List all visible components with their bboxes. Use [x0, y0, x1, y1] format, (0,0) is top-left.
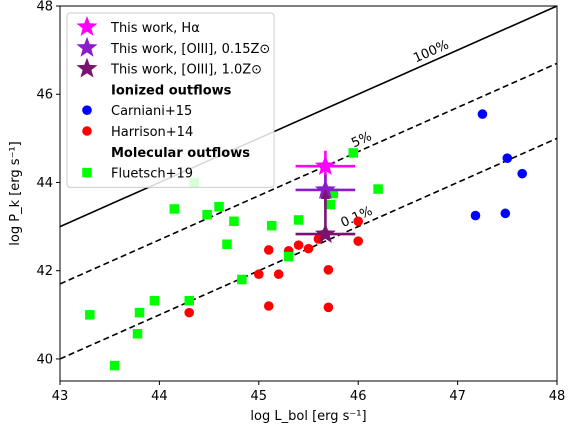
fluetsch-19-point: [283, 251, 294, 262]
y-tick-label: 48: [36, 0, 53, 15]
harrison-14-point: [353, 236, 364, 246]
y-tick-label: 42: [36, 264, 53, 279]
legend-marker-this-work-oiii-1-0z: [76, 57, 98, 78]
x-tick-label: 47: [449, 389, 466, 404]
carniani-15-point: [470, 210, 481, 221]
fluetsch-19-point: [373, 184, 383, 194]
harrison-14-point: [263, 301, 274, 311]
legend-heading: Ionized outflows: [111, 83, 232, 98]
harrison-14-point: [184, 307, 195, 318]
reference-line-label-5: 5%: [349, 129, 374, 151]
x-axis-ticks: 43 44 45 46 47 48: [52, 381, 566, 404]
fluetsch-19-point: [184, 295, 194, 306]
harrison-14-point: [253, 269, 264, 280]
y-axis-label: log P_k [erg s⁻¹]: [8, 141, 23, 245]
fluetsch-19-point: [169, 204, 180, 214]
x-axis-label: log L_bol [erg s⁻¹]: [250, 409, 366, 424]
legend: This work, Hα This work, [OIII], 0.15Z⊙ Th…: [66, 12, 275, 188]
fluetsch-19-point: [266, 220, 277, 231]
x-tick-label: 43: [52, 389, 69, 404]
fluetsch-19-point: [293, 215, 304, 225]
legend-label-fluetsch-19: Fluetsch+19: [111, 167, 193, 182]
legend-marker-harrison-14: [82, 126, 92, 136]
fluetsch-19-point: [348, 148, 358, 158]
this-work-oiii-1-0z-arrowhead: [320, 189, 331, 199]
harrison-14-point: [303, 243, 314, 254]
harrison-14-point: [293, 240, 304, 250]
fluetsch-19-point: [85, 310, 95, 320]
this-work-h-point: [314, 155, 336, 175]
x-tick-label: 44: [151, 389, 168, 404]
fluetsch-19-point: [214, 201, 224, 212]
y-tick-label: 44: [36, 176, 53, 191]
reference-line-labels: 100%5%0.1%: [339, 38, 452, 231]
legend-marker-fluetsch-19: [82, 167, 92, 178]
x-tick-label: 46: [350, 389, 367, 404]
this-work-points: [295, 150, 356, 243]
fluetsch-19-point: [109, 360, 120, 371]
legend-heading: Molecular outflows: [111, 146, 250, 161]
fluetsch-19-point: [132, 329, 143, 339]
carniani-15-point: [500, 208, 511, 219]
fluetsch-19-point: [229, 216, 239, 227]
harrison-14-point: [323, 302, 334, 313]
fluetsch-19-point: [202, 209, 212, 220]
carniani-15-point: [517, 168, 528, 179]
x-tick-label: 48: [549, 389, 566, 404]
legend-marker-this-work-oiii-0-15z: [76, 36, 98, 57]
legend-marker-carniani-15: [82, 105, 92, 115]
fluetsch-19-point: [328, 188, 339, 199]
this-work-oiii-1-0z-point: [314, 223, 336, 243]
harrison-14-point: [273, 269, 284, 280]
legend-marker-this-work-h: [76, 16, 98, 36]
reference-line-100: [60, 6, 557, 228]
fluetsch-19-point: [222, 239, 232, 249]
fluetsch-19-point: [237, 274, 247, 285]
y-tick-label: 46: [36, 88, 53, 103]
fluetsch-19-point: [149, 295, 160, 306]
plot-frame: [59, 5, 558, 382]
legend-label-harrison-14: Harrison+14: [111, 125, 193, 140]
fluetsch-19-point: [325, 199, 336, 210]
harrison-14-point: [323, 265, 334, 275]
reference-line-5: [60, 62, 557, 285]
x-tick-label: 45: [251, 389, 268, 404]
harrison-14-point: [263, 245, 274, 255]
this-work-oiii-0-15z-point: [314, 179, 336, 199]
carniani-15-point: [502, 153, 513, 164]
legend-label-this-work-oiii-1-0z: This work, [OIII], 1.0Z⊙: [110, 63, 262, 78]
legend-label-this-work-oiii-0-15z: This work, [OIII], 0.15Z⊙: [110, 42, 270, 57]
legend-label-carniani-15: Carniani+15: [111, 104, 192, 119]
harrison-14-point: [353, 216, 364, 227]
legend-box: [66, 12, 275, 188]
carniani-15-point: [477, 109, 488, 119]
legend-label-this-work-h: This work, Hα: [110, 21, 200, 36]
y-tick-label: 40: [36, 352, 53, 367]
fluetsch-19-point: [134, 307, 145, 318]
y-axis-ticks: 40 42 44 46 48: [36, 0, 60, 367]
data-points: [85, 109, 528, 371]
